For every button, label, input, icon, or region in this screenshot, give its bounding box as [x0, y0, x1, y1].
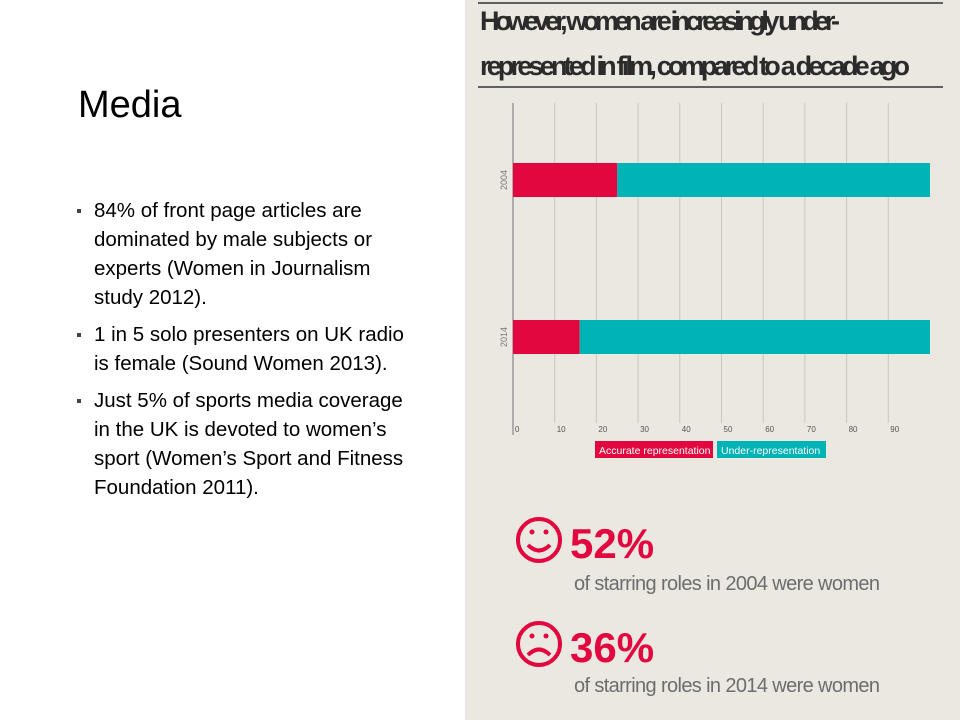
bullet: 1 in 5 solo presenters on UK radio is fe…	[74, 320, 419, 378]
panel-background	[465, 0, 960, 720]
stat-caption: of starring roles in 2004 were women	[574, 573, 880, 595]
x-tick-label: 20	[598, 425, 607, 434]
x-tick-label: 40	[682, 425, 691, 434]
legend-label: Under-representation	[721, 445, 820, 457]
chart-title: represented in film, compared to a decad…	[480, 51, 910, 81]
bullet: 84% of front page articles are dominated…	[74, 196, 419, 312]
x-tick-label: 0	[515, 425, 520, 434]
x-tick-label: 10	[557, 425, 566, 434]
category-label: 2014	[499, 327, 509, 347]
category-label: 2004	[499, 170, 509, 190]
sad-icon	[516, 621, 562, 667]
x-tick-label: 80	[849, 425, 858, 434]
x-tick-label: 50	[724, 425, 733, 434]
stat-caption: of starring roles in 2014 were women	[574, 675, 880, 697]
slide-title: Media	[78, 84, 182, 126]
stat-value: 36%	[570, 624, 654, 671]
bullet: Just 5% of sports media coverage in the …	[74, 386, 419, 502]
legend-swatch	[595, 441, 713, 458]
icon-eye	[529, 529, 535, 535]
bar-segment	[513, 163, 618, 197]
stat-value: 52%	[570, 520, 654, 567]
bar-segment	[617, 163, 930, 197]
icon-eye	[529, 633, 535, 639]
legend-swatch	[717, 441, 826, 458]
x-tick-label: 70	[807, 425, 816, 434]
x-tick-label: 30	[640, 425, 649, 434]
legend-label: Accurate representation	[599, 445, 711, 457]
x-tick-label: 90	[890, 425, 899, 434]
bullet-list: 84% of front page articles are dominated…	[74, 196, 419, 510]
smiley-icon	[516, 517, 562, 563]
chart-title: However, women are increasingly under-	[480, 6, 840, 36]
icon-eye	[543, 529, 549, 535]
x-tick-label: 60	[765, 425, 774, 434]
bar-segment	[513, 320, 580, 354]
bar-segment	[579, 320, 930, 354]
icon-eye	[543, 633, 549, 639]
